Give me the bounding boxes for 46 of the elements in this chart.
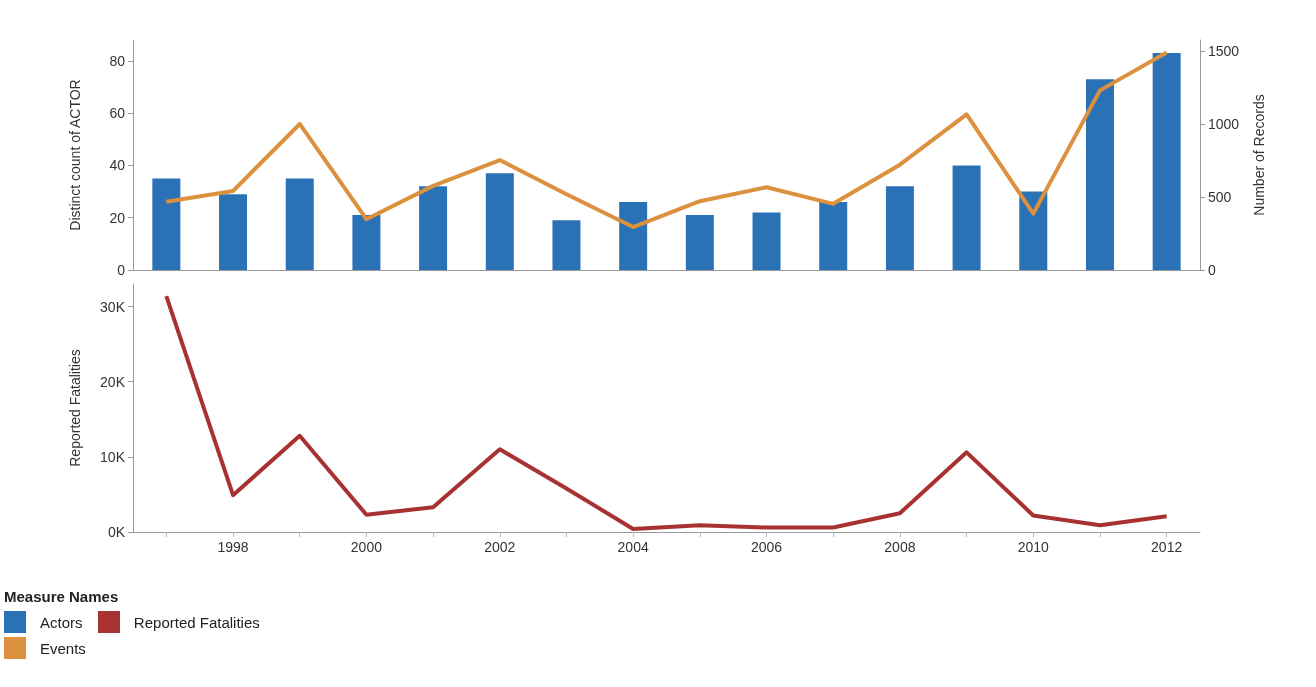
bar [819, 202, 848, 270]
x-tick-label: 2002 [484, 539, 516, 555]
y-axis-title: Reported Fatalities [66, 349, 83, 467]
y-tick-label: 20K [100, 373, 126, 390]
bar [1085, 79, 1114, 270]
y2-tick-label: 1500 [1208, 42, 1240, 59]
bar [1019, 191, 1048, 270]
line-series [164, 50, 1169, 230]
y-tick-label: 20 [109, 209, 126, 226]
y-tick-label: 30K [100, 298, 126, 315]
bar [285, 178, 314, 270]
x-tick-label: 2010 [1017, 539, 1050, 555]
x-tick-label: 2006 [750, 539, 783, 555]
legend-label: Reported Fatalities [133, 613, 260, 631]
x-tick-label: 2008 [884, 539, 916, 555]
x-tick-label: 2012 [1151, 539, 1183, 555]
bar [219, 194, 248, 270]
y-tick-label: 80 [109, 52, 126, 69]
y-tick-label: 0K [107, 524, 126, 540]
bar [152, 178, 181, 270]
bar [685, 215, 714, 270]
bar [485, 173, 514, 270]
y2-tick-label: 1000 [1208, 115, 1240, 132]
y2-tick-label: 500 [1208, 188, 1232, 205]
y2-axis-title: Number of Records [1250, 94, 1267, 216]
bar [552, 220, 581, 270]
legend-title: Measure Names [4, 588, 120, 605]
y-tick-label: 10K [100, 448, 126, 465]
legend-label: Actors [40, 613, 83, 631]
bar [619, 202, 648, 270]
bar [952, 165, 981, 270]
x-tick-label: 2000 [350, 539, 383, 555]
x-tick-label: 1998 [217, 539, 249, 555]
y-tick-label: 40 [109, 157, 126, 174]
bar [885, 186, 914, 270]
y-tick-label: 60 [109, 105, 126, 122]
y-tick-label: 0 [117, 262, 126, 278]
bar [352, 215, 381, 270]
bar [1152, 53, 1181, 270]
line-series [164, 294, 1169, 531]
bar [752, 212, 781, 270]
bar [419, 186, 448, 270]
x-tick-label: 2004 [617, 539, 649, 555]
y2-tick-label: 0 [1208, 262, 1216, 278]
legend-label: Events [40, 639, 86, 657]
y-axis-title: Distinct count of ACTOR [66, 79, 83, 231]
